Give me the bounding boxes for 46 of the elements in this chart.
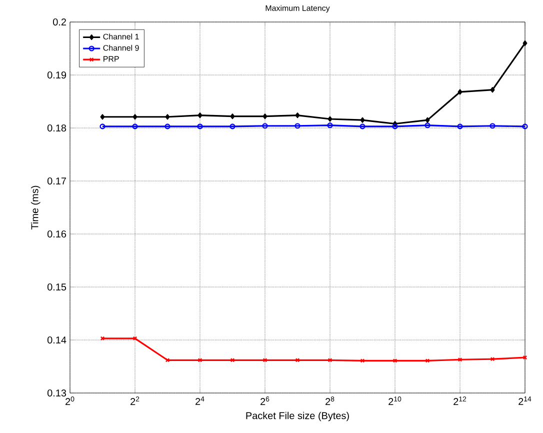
y-tick-label: 0.14 [47,336,66,344]
point [360,358,365,363]
x-axis-title: Packet File size (Bytes) [246,412,349,422]
point [522,40,528,46]
x-tick-label: 2$^{2}$ [130,396,140,406]
point [328,116,332,122]
point [360,117,365,123]
y-tick-label: 0.17 [47,177,66,185]
x-tick-label: 2$^{10}$ [388,396,402,406]
y-tick-label: 0.18 [47,124,66,132]
y-axis-title: Time (ms) [30,186,40,230]
point [198,112,202,118]
point [262,114,268,120]
point [197,124,203,130]
x-tick-label: 2$^{0}$ [66,396,74,406]
point [165,114,170,120]
point [262,123,268,129]
point [425,358,430,363]
point [425,117,430,123]
point [230,124,236,130]
x-tick-label: 2$^{12}$ [454,396,466,406]
point [490,87,495,93]
x-tick-label: 2$^{8}$ [326,396,334,406]
point [360,124,366,130]
x-tick-label: 2$^{14}$ [518,396,532,405]
point [392,124,398,130]
point [490,123,496,129]
point [424,122,430,128]
point [392,358,398,363]
point [295,112,300,118]
point [458,89,462,95]
y-tick-label: 0.15 [47,283,66,291]
point [457,124,463,130]
point [230,114,235,120]
point [132,124,138,130]
y-tick-label: 0.19 [47,71,66,79]
y-tick-label: 0.2 [53,18,66,26]
point [327,122,333,128]
point [294,123,300,129]
y-tick-label: 0.16 [47,230,66,238]
point [100,114,105,120]
point [132,114,138,120]
point [164,124,170,130]
x-tick-label: 2$^{6}$ [260,396,270,406]
y-tick-label: 0.13 [47,389,66,397]
x-tick-label: 2$^{4}$ [196,396,204,405]
